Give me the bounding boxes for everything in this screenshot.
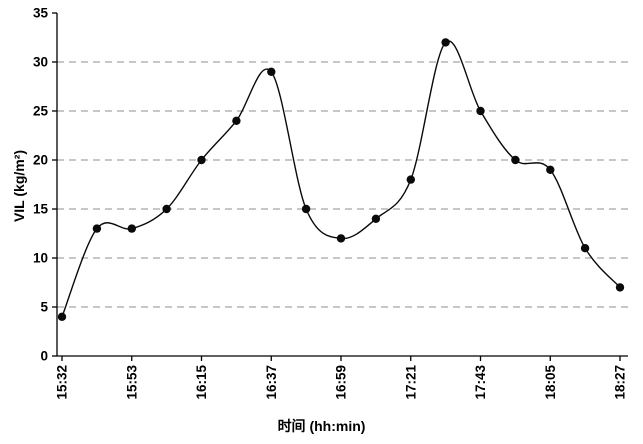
data-point	[301, 204, 311, 214]
x-tick-label: 16:59	[334, 365, 349, 400]
data-point	[441, 38, 450, 47]
data-point	[127, 224, 136, 233]
data-point	[197, 155, 206, 165]
data-point	[57, 312, 67, 321]
y-tick-label: 30	[33, 55, 48, 70]
x-tick-label: 18:05	[543, 365, 558, 400]
y-tick-label: 5	[40, 300, 48, 315]
y-tick-label: 35	[33, 6, 49, 21]
x-tick-label: 16:37	[264, 365, 279, 400]
x-tick-label: 18:27	[613, 365, 628, 400]
data-point	[615, 283, 625, 292]
data-point	[267, 67, 276, 77]
x-tick-label: 16:15	[194, 365, 209, 400]
y-tick-label: 20	[33, 153, 48, 168]
x-tick-label: 15:32	[55, 365, 70, 400]
data-point	[580, 244, 590, 253]
data-point	[511, 155, 520, 165]
y-tick-label: 0	[40, 349, 48, 364]
x-tick-label: 15:53	[124, 365, 139, 400]
x-tick-label: 17:21	[403, 365, 418, 400]
data-point	[371, 214, 381, 223]
y-tick-label: 15	[33, 202, 49, 217]
y-tick-label: 10	[33, 251, 48, 266]
data-point	[546, 165, 555, 174]
data-point	[406, 175, 415, 184]
data-point	[232, 116, 241, 126]
data-point	[92, 224, 102, 233]
vil-series-line	[61, 40, 621, 318]
data-point	[476, 106, 485, 116]
x-axis-title: 时间 (hh:min)	[277, 418, 366, 434]
y-tick-label: 25	[33, 104, 49, 119]
data-point	[162, 204, 171, 214]
x-tick-label: 17:43	[473, 365, 488, 400]
data-point	[336, 234, 346, 243]
